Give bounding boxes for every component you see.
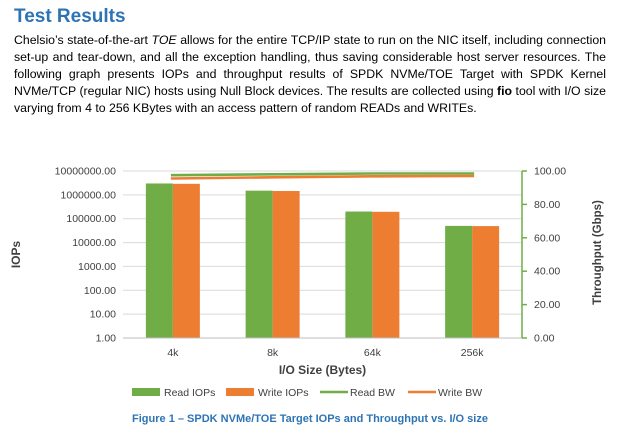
y2-tick-label: 40.00 <box>534 266 560 278</box>
x-tick-label: 256k <box>461 347 485 359</box>
write-bw-line <box>170 174 475 180</box>
y2-tick-label: 100.00 <box>534 166 566 178</box>
x-tick-label: 8k <box>267 347 279 359</box>
read-iops-bar <box>145 183 173 338</box>
paragraph-part-1: Chelsio’s state-of-the-art <box>14 33 152 47</box>
y2-tick-label: 60.00 <box>534 232 560 244</box>
legend-swatch-write-iops <box>226 388 254 396</box>
y-tick-label: 10.00 <box>90 309 116 321</box>
figure-caption: Figure 1 – SPDK NVMe/TOE Target IOPs and… <box>132 413 488 425</box>
x-axis-title: I/O Size (Bytes) <box>279 363 366 377</box>
legend-label-read-bw: Read BW <box>350 387 395 399</box>
y2-tick-label: 0.00 <box>534 333 555 345</box>
x-tick-label: 4k <box>167 347 179 359</box>
read-iops-bar <box>445 225 473 338</box>
write-iops-bar <box>172 183 200 338</box>
y2-axis-title: Throughput (Gbps) <box>592 200 604 305</box>
paragraph-toe: TOE <box>151 33 177 47</box>
paragraph-part-3: tool with I/O size varying from 4 to 256… <box>14 84 606 115</box>
section-heading: Test Results <box>14 6 126 27</box>
y-tick-label: 100000.00 <box>66 213 116 225</box>
read-bw-line <box>170 172 475 177</box>
read-iops-bar <box>245 190 273 338</box>
read-iops-bar <box>345 211 373 338</box>
y-tick-label: 10000.00 <box>72 237 116 249</box>
write-iops-bar <box>472 226 500 338</box>
write-iops-bar <box>272 191 300 338</box>
legend-label-write-bw: Write BW <box>438 387 482 399</box>
y2-tick-label: 80.00 <box>534 199 560 211</box>
y-tick-label: 1000000.00 <box>61 189 117 201</box>
paragraph-fio: fio <box>497 84 513 98</box>
legend-label-write-iops: Write IOPs <box>258 387 309 399</box>
write-iops-bar <box>372 211 400 338</box>
y2-tick-label: 20.00 <box>534 299 560 311</box>
iops-throughput-chart: 10000000.00 1000000.00 100000.00 10000.00 10… <box>9 166 604 400</box>
x-tick-label: 64k <box>364 347 382 359</box>
body-paragraph: Chelsio’s state-of-the-art TOE allows fo… <box>14 32 606 117</box>
y-tick-label: 10000000.00 <box>55 166 116 178</box>
legend-label-read-iops: Read IOPs <box>164 387 215 399</box>
paragraph-part-2: allows for the entire TCP/IP state to ru… <box>14 33 606 98</box>
y-axis-title: IOPs <box>9 241 23 269</box>
y-tick-label: 1.00 <box>96 333 117 345</box>
legend-swatch-read-iops <box>132 388 160 396</box>
y-tick-label: 100.00 <box>84 285 116 297</box>
y-tick-label: 1000.00 <box>78 261 116 273</box>
